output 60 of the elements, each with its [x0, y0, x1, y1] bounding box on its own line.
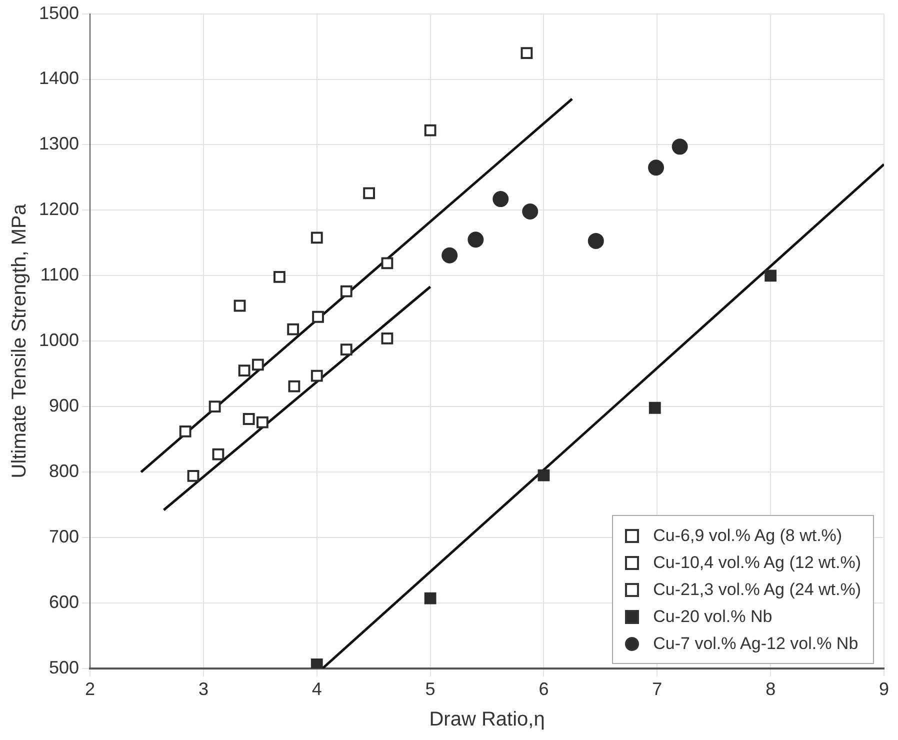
- x-tick-label: 6: [538, 679, 549, 700]
- y-tick-label: 900: [48, 396, 80, 416]
- point: [648, 160, 664, 176]
- point: [212, 448, 224, 460]
- legend-label: Cu-21,3 vol.% Ag (24 wt.%): [653, 580, 861, 600]
- y-tick-label: 1100: [40, 264, 80, 285]
- point: [424, 592, 436, 604]
- y-tick-label: 700: [48, 526, 80, 546]
- point: [256, 416, 268, 428]
- point: [424, 124, 436, 136]
- y-tick-label: 1300: [38, 134, 80, 154]
- x-tick-label: 5: [425, 679, 436, 700]
- point: [522, 203, 538, 220]
- point: [208, 400, 221, 413]
- x-axis-title: Draw Ratio,η: [429, 708, 545, 731]
- point: [648, 402, 661, 414]
- y-tick-label: 500: [48, 657, 80, 678]
- point: [312, 310, 324, 323]
- point: [310, 232, 323, 244]
- legend-label: Cu-7 vol.% Ag-12 vol.% Nb: [653, 634, 858, 654]
- point: [492, 191, 509, 208]
- point: [672, 138, 688, 155]
- point: [442, 247, 458, 264]
- point: [764, 270, 777, 282]
- point: [340, 285, 352, 298]
- point: [242, 413, 255, 425]
- point: [588, 232, 604, 249]
- point: [238, 364, 250, 377]
- y-tick-label: 1200: [38, 199, 80, 220]
- point: [287, 323, 300, 336]
- legend-label: Cu-20 vol.% Nb: [653, 606, 772, 627]
- x-tick-label: 4: [312, 679, 322, 700]
- y-tick-label: 800: [48, 460, 80, 481]
- point: [310, 370, 323, 382]
- y-tick-label: 600: [48, 592, 80, 612]
- point: [538, 469, 550, 482]
- x-tick-label: 7: [652, 679, 662, 700]
- point: [187, 470, 200, 482]
- point: [234, 300, 246, 312]
- point: [288, 380, 300, 392]
- y-tick-label: 1000: [38, 330, 80, 350]
- y-tick-label: 1500: [38, 2, 80, 23]
- point: [340, 344, 352, 356]
- point: [381, 332, 394, 344]
- legend-label: Cu-10,4 vol.% Ag (12 wt.%): [653, 552, 861, 573]
- x-tick-label: 3: [198, 679, 208, 700]
- point: [310, 658, 323, 668]
- point: [252, 358, 264, 371]
- x-tick-label: 2: [85, 679, 96, 700]
- y-axis-title: Ultimate Tensile Strength, MPa: [8, 203, 31, 478]
- legend-label: Cu-6,9 vol.% Ag (8 wt.%): [653, 526, 842, 546]
- y-tick-label: 1400: [38, 68, 80, 88]
- point: [274, 271, 286, 283]
- x-tick-label: 9: [878, 679, 890, 700]
- x-tick-label: 8: [766, 679, 776, 700]
- point: [520, 47, 533, 60]
- point: [179, 425, 192, 438]
- point: [468, 232, 484, 248]
- point: [381, 257, 394, 270]
- point: [363, 187, 376, 200]
